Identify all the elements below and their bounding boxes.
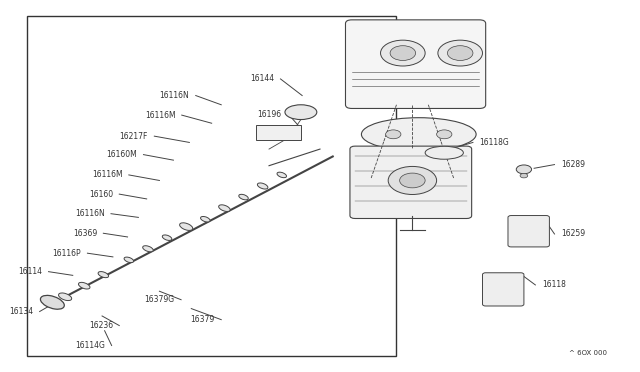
Ellipse shape	[239, 194, 248, 200]
Text: 16114: 16114	[18, 267, 42, 276]
Text: 16369: 16369	[73, 229, 97, 238]
Text: 16116M: 16116M	[92, 170, 122, 179]
Circle shape	[381, 40, 425, 66]
Text: 16116P: 16116P	[52, 249, 81, 258]
Bar	[256, 125, 301, 140]
Ellipse shape	[277, 172, 287, 178]
Ellipse shape	[425, 146, 463, 159]
FancyBboxPatch shape	[483, 273, 524, 306]
Circle shape	[386, 130, 401, 139]
Circle shape	[438, 40, 483, 66]
Text: 16196: 16196	[258, 109, 282, 119]
Text: 16116N: 16116N	[159, 91, 189, 100]
Ellipse shape	[98, 272, 109, 278]
Ellipse shape	[58, 293, 72, 301]
Text: 16379: 16379	[191, 315, 215, 324]
Text: 16116M: 16116M	[145, 110, 175, 120]
Ellipse shape	[257, 183, 268, 189]
Ellipse shape	[200, 217, 210, 222]
Bar	[27, 16, 396, 356]
Circle shape	[436, 130, 452, 139]
Text: 16134: 16134	[9, 307, 33, 316]
Text: 16144: 16144	[250, 74, 274, 83]
Circle shape	[399, 173, 425, 188]
FancyBboxPatch shape	[350, 146, 472, 218]
Ellipse shape	[285, 105, 317, 119]
Text: 16160M: 16160M	[106, 150, 137, 159]
Ellipse shape	[40, 295, 64, 309]
Ellipse shape	[219, 205, 230, 212]
Text: 16379G: 16379G	[145, 295, 175, 304]
Text: 16289: 16289	[561, 160, 585, 169]
Circle shape	[388, 166, 436, 195]
Text: 16118G: 16118G	[479, 138, 509, 147]
Ellipse shape	[163, 235, 172, 240]
Text: 16217F: 16217F	[120, 132, 148, 141]
Text: 16114G: 16114G	[76, 341, 105, 350]
FancyBboxPatch shape	[346, 20, 486, 109]
Text: 16116N: 16116N	[75, 209, 104, 218]
Text: ^ 6OX 000: ^ 6OX 000	[569, 350, 607, 356]
Circle shape	[520, 173, 528, 178]
Circle shape	[516, 165, 532, 174]
Circle shape	[447, 46, 473, 61]
Circle shape	[390, 46, 415, 61]
Text: 16236: 16236	[89, 321, 113, 330]
Ellipse shape	[143, 246, 153, 252]
Text: 16259: 16259	[561, 230, 585, 238]
Text: 16160: 16160	[89, 190, 113, 199]
Ellipse shape	[180, 223, 193, 230]
Ellipse shape	[79, 282, 90, 289]
Text: 16118: 16118	[541, 280, 566, 289]
Ellipse shape	[362, 118, 476, 151]
FancyBboxPatch shape	[508, 215, 549, 247]
Ellipse shape	[124, 257, 134, 263]
